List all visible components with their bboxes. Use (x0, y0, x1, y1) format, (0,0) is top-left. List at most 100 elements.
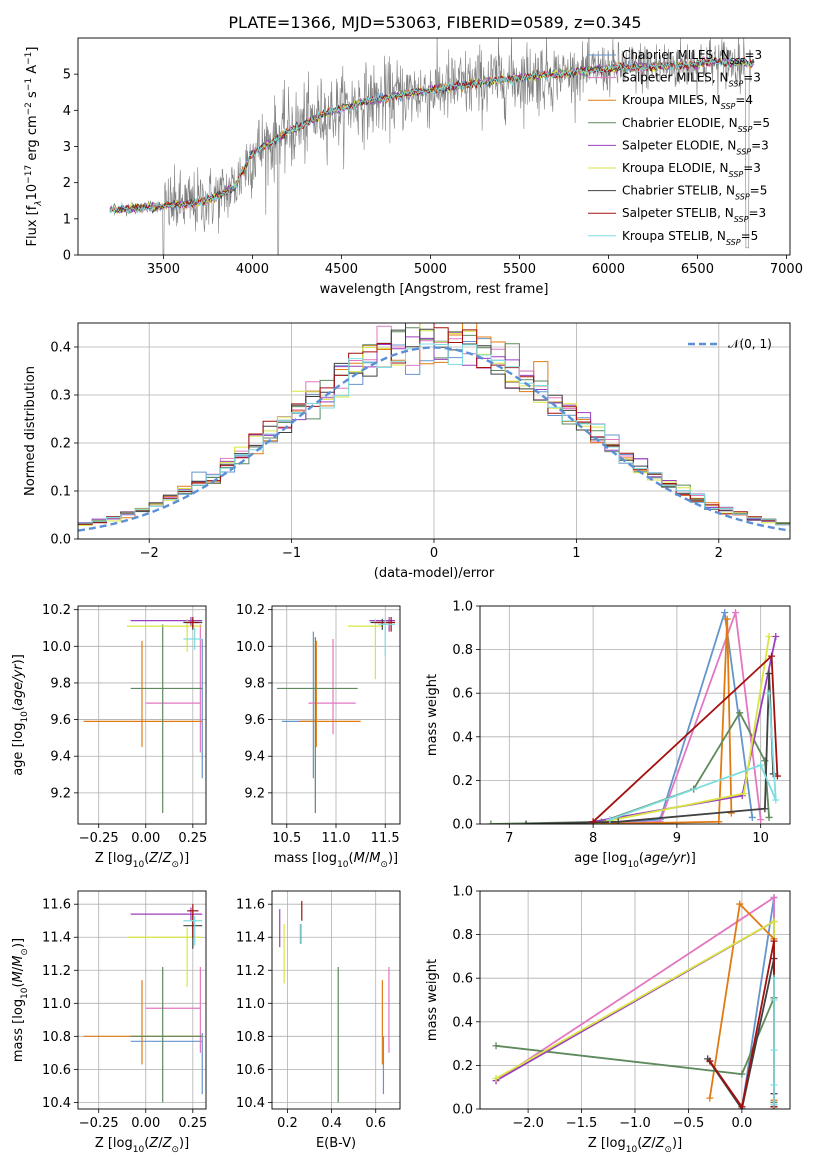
x-tick-label: 7 (505, 831, 513, 846)
y-axis-label: Normed distribution (23, 366, 38, 496)
legend-entry: Kroupa ELODIE, NSSP=3 (622, 161, 761, 179)
y-tick-label: 1.0 (452, 885, 473, 900)
x-tick-label: 5500 (503, 262, 536, 277)
massweight-vs-metallicity-panel: −2.0 −1.5 −1.0 −0.5 0.0 0.0 0.2 0.4 0.6 0.8 1.0 Z [… (425, 885, 791, 1155)
y-tick-label: 0.0 (452, 1103, 473, 1118)
massweight-vs-age-panel: 7 8 9 10 0.0 0.2 0.4 0.6 0.8 1.0 age [log10(age/yr… (425, 600, 791, 870)
y-tick-label: 10.8 (42, 1030, 71, 1045)
x-tick-label: 0.0 (732, 1116, 753, 1131)
y-tick-label: 10.2 (42, 603, 71, 618)
x-tick-label: −1 (282, 546, 301, 561)
y-axis-label: age [log10(age/yr)] (11, 654, 30, 776)
x-axis-label: age [log10(age/yr)] (574, 851, 696, 870)
series-marker (522, 820, 530, 824)
x-tick-label: 0.4 (321, 1116, 342, 1131)
x-tick-label: −2.0 (512, 1116, 544, 1131)
series-marker (768, 652, 776, 660)
x-axis-label: E(B-V) (316, 1136, 356, 1151)
x-tick-label: −1.0 (619, 1116, 651, 1131)
y-tick-label: 0.0 (452, 818, 473, 833)
y-tick-label: 3 (63, 140, 71, 155)
series-marker (765, 670, 773, 678)
series-marker (770, 996, 778, 1004)
series-marker (721, 609, 729, 617)
residuals-panel: −2 −1 0 1 2 0.0 0.1 0.2 0.3 0.4 (data-model)/error… (23, 322, 791, 581)
series-line-kroupa-miles (593, 619, 733, 824)
legend-entry: Chabrier MILES, NSSP=3 (622, 48, 762, 66)
x-tick-label: 1 (572, 546, 580, 561)
y-axis-label: Flux [fλ10−17 erg cm−2 s−1 A−1] (24, 47, 44, 247)
x-axis-label: (data-model)/error (374, 566, 495, 581)
x-tick-label: −2 (140, 546, 159, 561)
x-tick-label: 0.2 (277, 1116, 298, 1131)
legend-entry: Chabrier ELODIE, NSSP=5 (622, 116, 770, 134)
series-marker (757, 761, 765, 769)
y-tick-label: 2 (63, 176, 71, 191)
y-tick-label: 9.4 (244, 750, 265, 765)
mass-vs-ebv-panel: 0.2 0.4 0.6 10.4 10.6 10.8 11.0 11.2 11.4 11.6 E(B… (236, 890, 401, 1151)
series-marker (738, 1103, 746, 1109)
y-tick-label: 0.6 (452, 687, 473, 702)
x-tick-label: 9 (673, 831, 681, 846)
x-tick-label: 11.0 (322, 831, 351, 846)
age-vs-metallicity-panel: −0.25 0.00 0.25 9.2 9.4 9.6 9.8 10.0 10.2 Z [log1… (11, 603, 207, 870)
model-spectrum-line-kroupa-stelib (109, 58, 755, 214)
y-tick-label: 9.2 (50, 786, 71, 801)
plot-area (276, 616, 396, 814)
y-axis-label: mass weight (425, 674, 440, 756)
y-axis-label: mass weight (425, 959, 440, 1041)
legend-entry: Salpeter STELIB, NSSP=3 (622, 206, 766, 224)
observed-spectrum-line (109, 38, 752, 255)
series-marker (736, 900, 744, 908)
y-tick-label: 0.2 (452, 1059, 473, 1074)
x-tick-label: −0.5 (673, 1116, 705, 1131)
series-marker (723, 615, 731, 623)
y-tick-label: 0.4 (452, 730, 473, 745)
series-marker (761, 805, 769, 813)
x-tick-label: −0.25 (79, 1116, 119, 1131)
y-tick-label: 11.6 (236, 898, 265, 913)
y-tick-label: 10.6 (42, 1063, 71, 1078)
x-tick-label: 0.25 (178, 1116, 207, 1131)
x-tick-label: 0.00 (131, 831, 160, 846)
series-marker (732, 609, 740, 617)
series-marker (772, 633, 780, 641)
series-marker (727, 809, 735, 817)
y-tick-label: 10.6 (236, 1063, 265, 1078)
x-axis-label: Z [log10(Z/Z⊙)] (588, 1136, 682, 1155)
y-tick-label: 10.0 (236, 640, 265, 655)
x-tick-label: 10.5 (272, 831, 301, 846)
axes-frame (77, 605, 207, 825)
plot-area (109, 38, 755, 255)
series-marker (589, 818, 597, 824)
series-marker (656, 818, 664, 824)
y-tick-label: 11.0 (236, 997, 265, 1012)
mass-vs-metallicity-panel: −0.25 0.00 0.25 10.4 10.6 10.8 11.0 11.2 11.4 11.… (11, 890, 207, 1155)
histogram-step-chabrier-stelib (78, 328, 790, 525)
histogram-step-kroupa-stelib (78, 343, 790, 526)
x-tick-label: 10 (752, 831, 769, 846)
series-marker (770, 918, 778, 926)
series-marker (706, 1094, 714, 1102)
plot-area (487, 609, 781, 824)
series-marker (770, 1046, 778, 1054)
y-tick-label: 10.4 (42, 1096, 71, 1111)
axes-frame (271, 605, 401, 825)
series-marker (757, 816, 765, 824)
y-tick-label: 0.2 (50, 437, 71, 452)
y-tick-label: 0 (63, 249, 71, 264)
x-axis-label: wavelength [Angstrom, rest frame] (320, 282, 549, 297)
series-marker (748, 813, 756, 821)
y-tick-label: 0.4 (50, 341, 71, 356)
y-tick-label: 9.8 (244, 676, 265, 691)
plot-area (492, 894, 778, 1109)
series-marker (770, 937, 778, 945)
y-tick-label: 1.0 (452, 600, 473, 615)
legend-entry: Chabrier STELIB, NSSP=5 (622, 184, 767, 202)
x-tick-label: 0.6 (365, 1116, 386, 1131)
x-tick-label: 11.5 (371, 831, 400, 846)
series-marker (738, 1070, 746, 1078)
x-tick-label: 5000 (414, 262, 447, 277)
axes-frame (479, 605, 791, 825)
